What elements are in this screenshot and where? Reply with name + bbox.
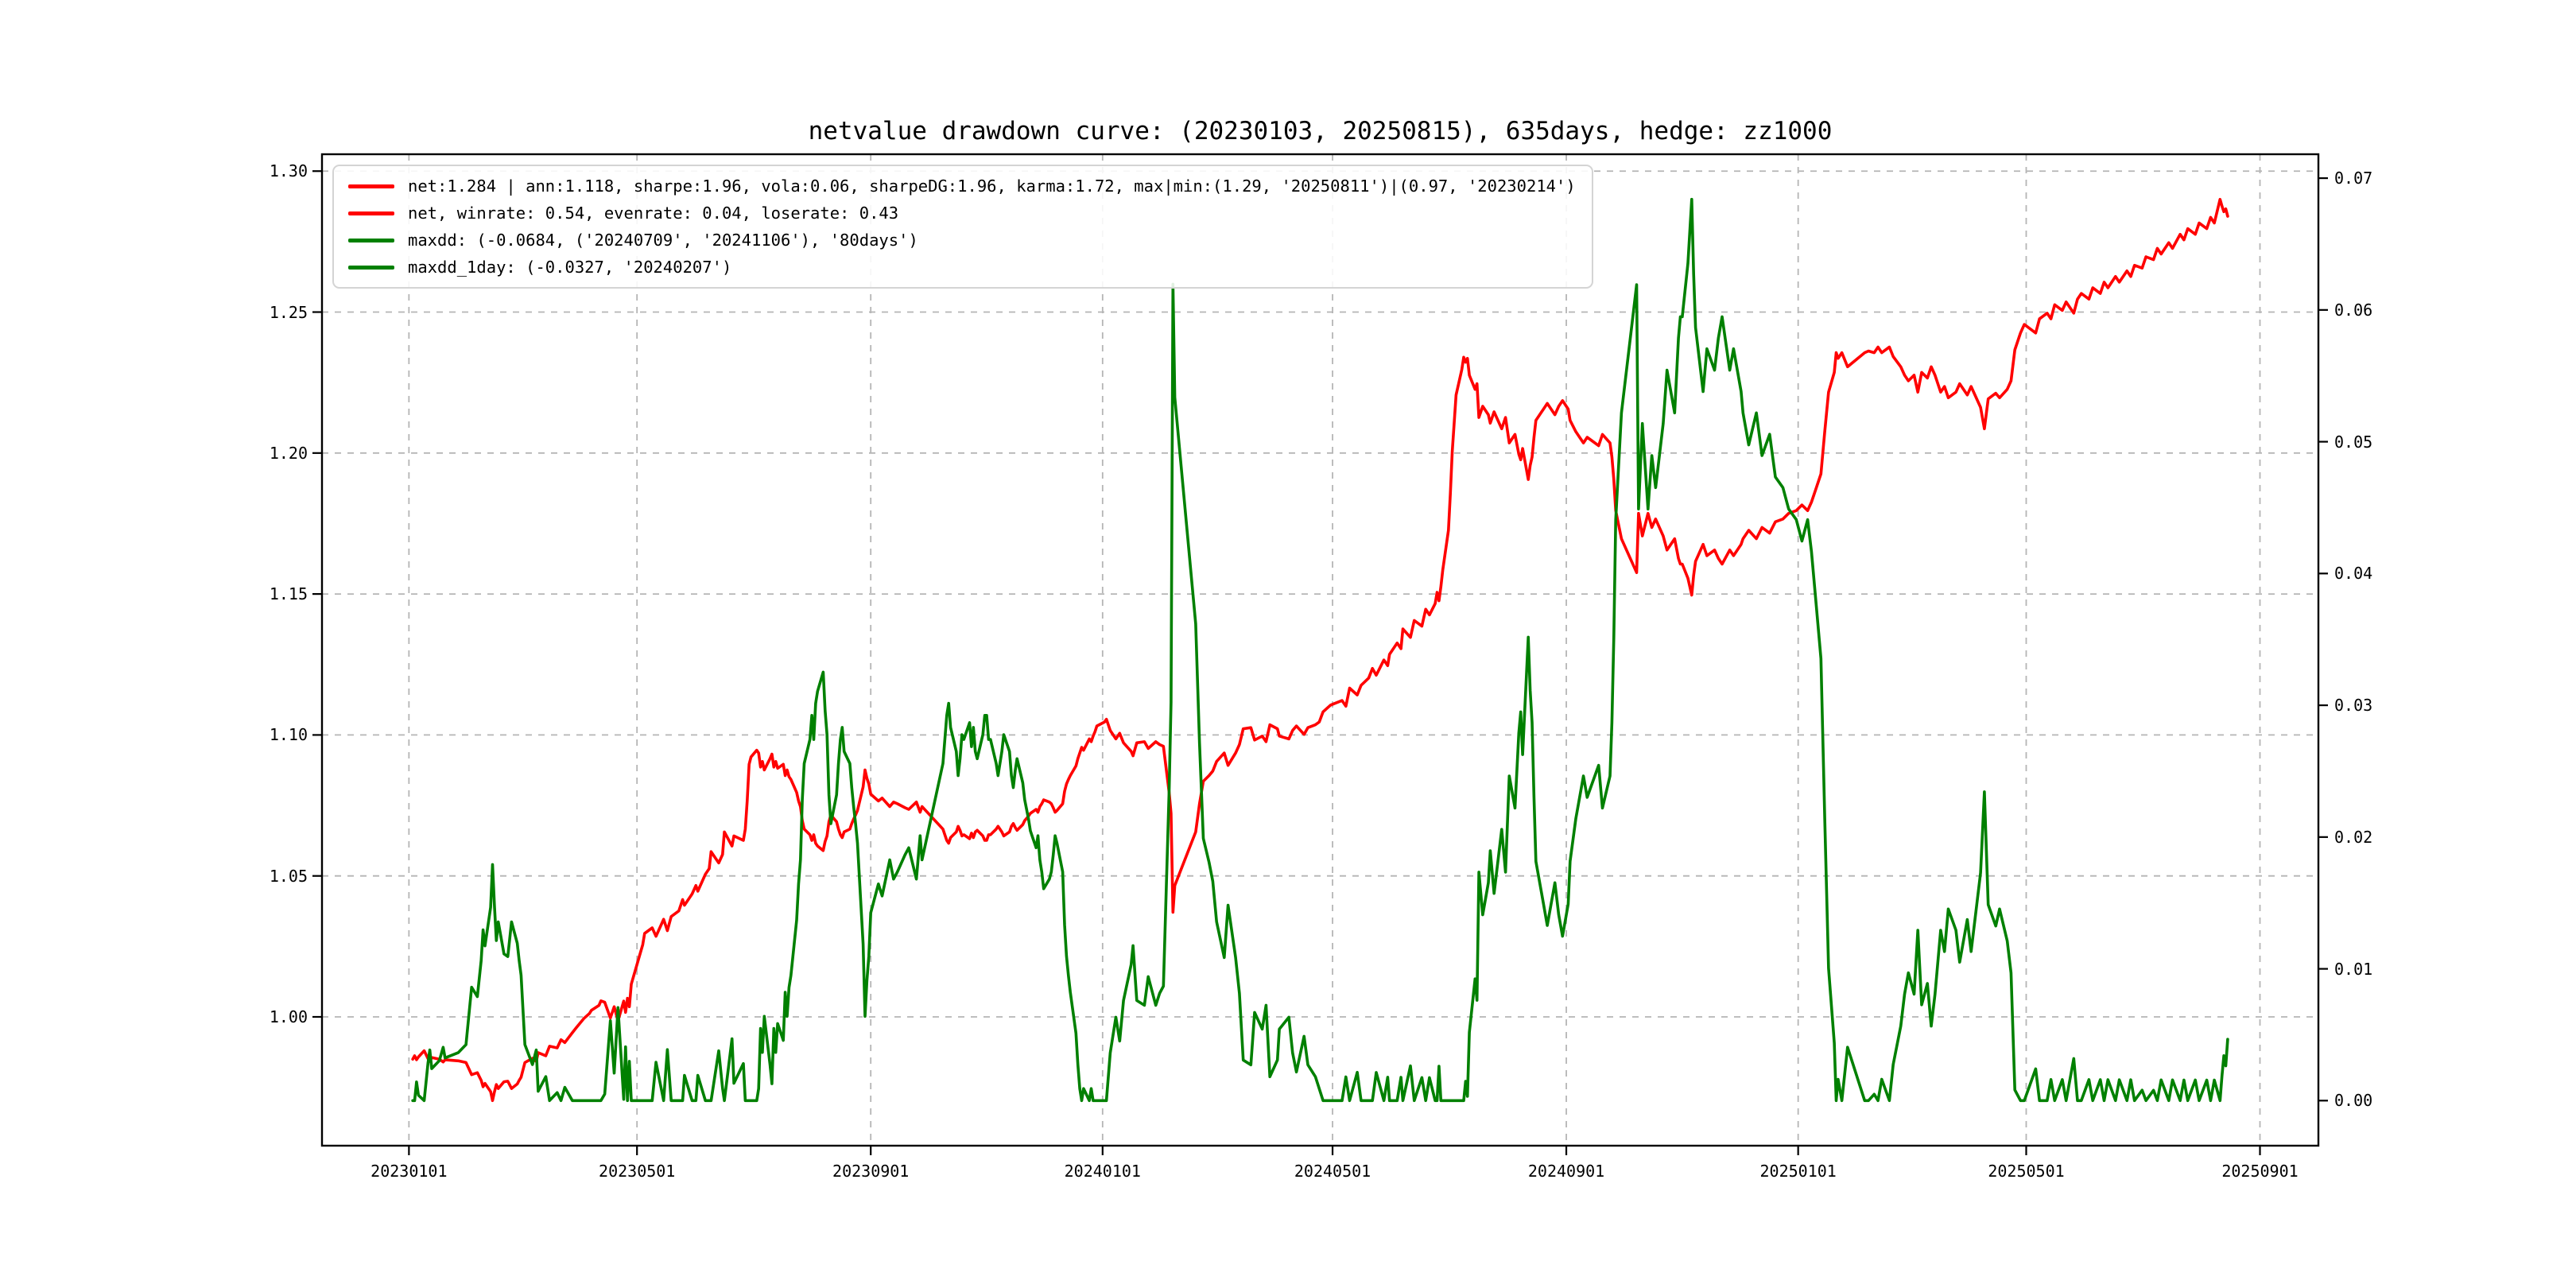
legend-item-maxdd-1day: maxdd_1day: (-0.0327, '20240207') — [340, 254, 1576, 281]
y-left-tick-label: 1.10 — [269, 725, 308, 745]
x-tick-label: 20240901 — [1527, 1162, 1605, 1181]
legend-label: net, winrate: 0.54, evenrate: 0.04, lose… — [408, 204, 899, 223]
drawdown-line — [411, 197, 2229, 1103]
y-right-tick-label: 0.03 — [2334, 696, 2373, 716]
legend: net:1.284 | ann:1.118, sharpe:1.96, vola… — [332, 165, 1593, 289]
x-tick-label: 20240101 — [1064, 1162, 1141, 1181]
legend-label: maxdd: (-0.0684, ('20240709', '20241106'… — [408, 231, 918, 250]
y-right-tick-label: 0.01 — [2334, 959, 2373, 979]
drawdown-line-swatch-icon — [348, 238, 394, 242]
legend-item-maxdd: maxdd: (-0.0684, ('20240709', '20241106'… — [340, 227, 1576, 254]
x-tick-label: 20230901 — [832, 1162, 910, 1181]
y-left-tick-label: 1.05 — [269, 866, 308, 886]
x-tick-label: 20240501 — [1294, 1162, 1371, 1181]
y-right-tick-label: 0.05 — [2334, 432, 2373, 452]
x-tick-label: 20250501 — [1988, 1162, 2065, 1181]
y-left-tick-label: 1.25 — [269, 302, 308, 322]
x-tick-label: 20250101 — [1759, 1162, 1837, 1181]
x-tick-label: 20230101 — [370, 1162, 448, 1181]
legend-item-net-stats: net:1.284 | ann:1.118, sharpe:1.96, vola… — [340, 173, 1576, 200]
y-right-tick-label: 0.06 — [2334, 300, 2373, 320]
legend-label: net:1.284 | ann:1.118, sharpe:1.96, vola… — [408, 177, 1576, 196]
y-left-tick-label: 1.15 — [269, 584, 308, 604]
legend-label: maxdd_1day: (-0.0327, '20240207') — [408, 258, 732, 277]
legend-item-net-rates: net, winrate: 0.54, evenrate: 0.04, lose… — [340, 200, 1576, 227]
net-line-swatch-icon — [348, 184, 394, 188]
chart-title: netvalue drawdown curve: (20230103, 2025… — [808, 117, 1833, 145]
y-left-tick-label: 1.20 — [269, 443, 308, 463]
x-tick-label: 20230501 — [599, 1162, 676, 1181]
y-left-tick-label: 1.00 — [269, 1007, 308, 1026]
y-right-tick-label: 0.04 — [2334, 564, 2373, 584]
x-tick-label: 20250901 — [2221, 1162, 2299, 1181]
y-left-tick-label: 1.30 — [269, 161, 308, 181]
net-line-swatch-icon — [348, 211, 394, 215]
drawdown-line-swatch-icon — [348, 265, 394, 270]
plot-border — [320, 153, 2320, 1147]
y-right-tick-label: 0.02 — [2334, 827, 2373, 847]
y-right-tick-label: 0.00 — [2334, 1091, 2373, 1111]
net-line — [411, 197, 2229, 1103]
y-right-tick-label: 0.07 — [2334, 169, 2373, 188]
